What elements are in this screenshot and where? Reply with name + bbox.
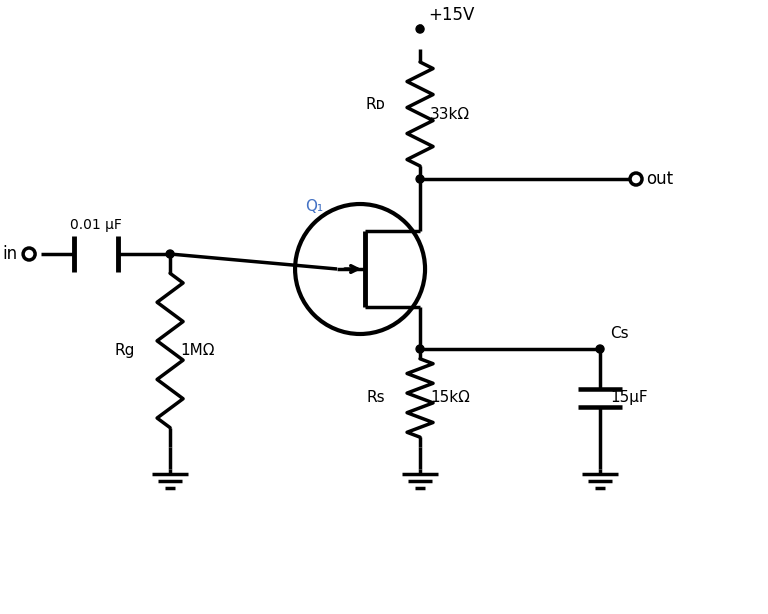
Circle shape bbox=[166, 250, 174, 258]
Circle shape bbox=[416, 25, 424, 33]
Text: Cs: Cs bbox=[610, 326, 629, 341]
Text: 33kΩ: 33kΩ bbox=[430, 106, 470, 122]
Text: 0.01 μF: 0.01 μF bbox=[70, 218, 122, 232]
Text: out: out bbox=[646, 170, 673, 188]
Text: Q₁: Q₁ bbox=[305, 199, 323, 214]
Text: 15kΩ: 15kΩ bbox=[430, 391, 470, 405]
Text: Rs: Rs bbox=[366, 391, 385, 405]
Circle shape bbox=[416, 345, 424, 353]
Text: Rᴅ: Rᴅ bbox=[365, 96, 385, 112]
Text: +15V: +15V bbox=[428, 6, 475, 24]
Text: 1MΩ: 1MΩ bbox=[180, 343, 214, 358]
Circle shape bbox=[596, 345, 604, 353]
Text: 15μF: 15μF bbox=[610, 391, 647, 405]
Circle shape bbox=[416, 175, 424, 183]
Text: Rg: Rg bbox=[114, 343, 135, 358]
Text: in: in bbox=[2, 245, 17, 263]
